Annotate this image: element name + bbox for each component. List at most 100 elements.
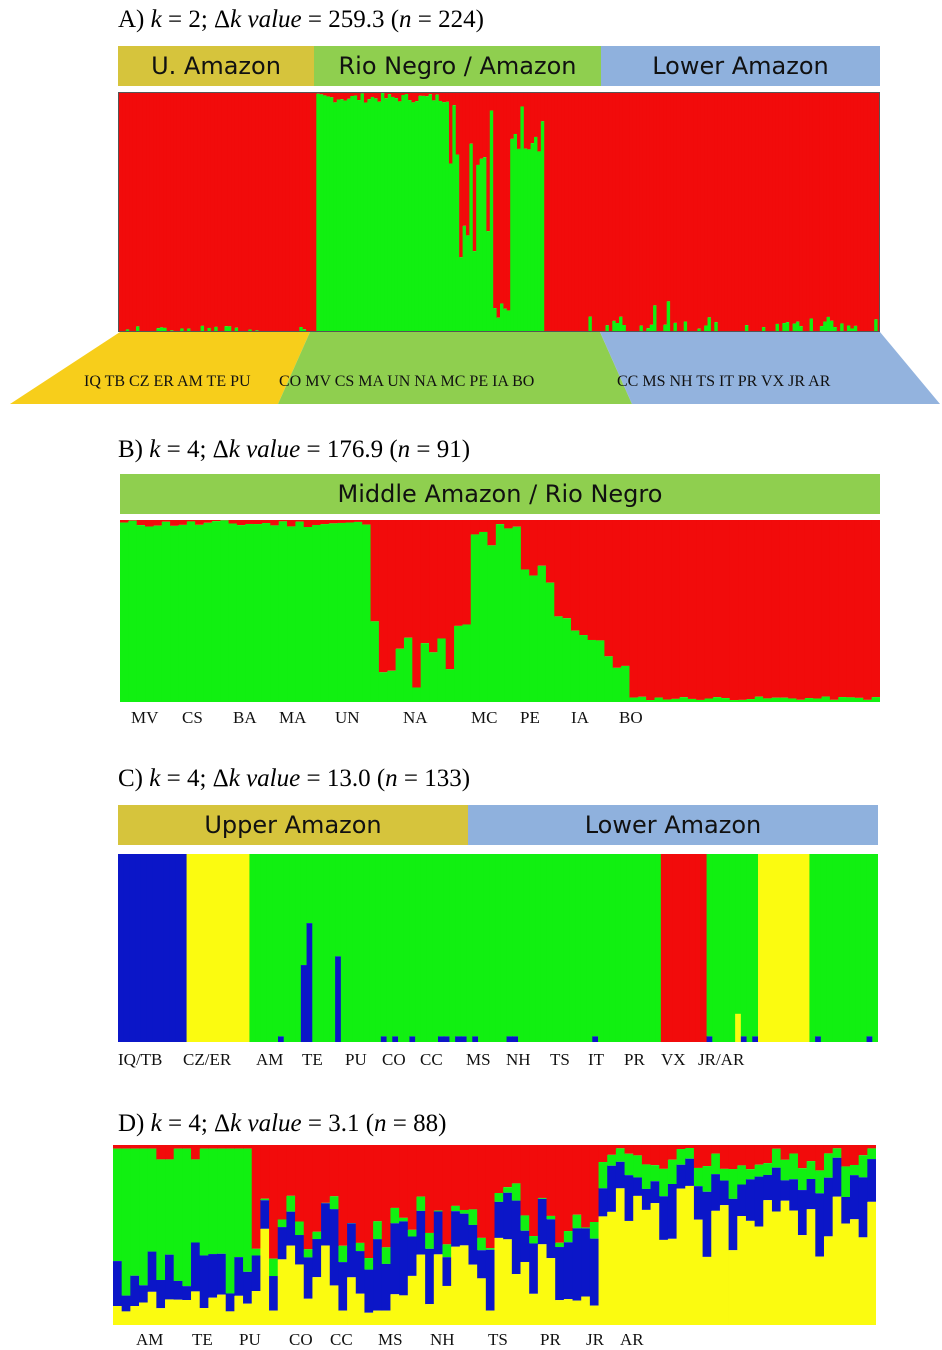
bar-b-green <box>329 523 338 702</box>
bar-d-blue <box>833 1158 842 1197</box>
bar-d-green <box>859 1155 868 1177</box>
bar-b-red <box>295 520 304 522</box>
bar-b-red <box>646 520 655 700</box>
bar-d-blue <box>616 1162 625 1189</box>
bar-c-green <box>369 854 375 1042</box>
bar-d-red <box>668 1145 677 1160</box>
bar-d-green <box>677 1149 686 1165</box>
population-label: BO <box>619 708 643 728</box>
bar-b-red <box>145 520 154 527</box>
bar-d-blue <box>321 1203 330 1245</box>
bar-c-green <box>341 854 347 1042</box>
bar-d-red <box>460 1145 469 1210</box>
bar-b-green <box>638 697 647 702</box>
bar-d-red <box>599 1145 608 1162</box>
bar-c-blue <box>307 923 313 1042</box>
bar-b-red <box>721 520 730 698</box>
bar-d-yellow <box>694 1220 703 1325</box>
bar-d-green <box>390 1208 399 1223</box>
population-label: TE <box>192 1330 213 1350</box>
bar-d-red <box>503 1145 512 1187</box>
bar-c-blue <box>592 1036 598 1042</box>
bar-d-green <box>408 1230 417 1237</box>
bar-d-yellow <box>668 1239 677 1325</box>
bar-b-red <box>613 520 622 668</box>
bar-b-green <box>538 566 547 702</box>
bar-c-yellow <box>758 854 764 1042</box>
bar-d-green <box>252 1249 261 1256</box>
bar-d-yellow <box>390 1294 399 1325</box>
bar-d-blue <box>789 1179 798 1210</box>
bar-d-blue <box>243 1272 252 1304</box>
bar-c-yellow <box>781 854 787 1042</box>
bar-b-green <box>337 523 346 702</box>
bar-d-blue <box>633 1177 642 1195</box>
bar-d-yellow <box>512 1274 521 1325</box>
population-label: MA <box>279 708 306 728</box>
bar-c-green <box>844 854 850 1042</box>
bar-b-green <box>421 643 430 702</box>
bar-c-green <box>587 854 593 1042</box>
bar-d-green <box>824 1153 833 1177</box>
bar-b-red <box>730 520 739 700</box>
bar-b-red <box>312 520 321 525</box>
bar-b-green <box>663 700 672 702</box>
bar-d-yellow <box>772 1212 781 1325</box>
bar-d-green <box>182 1149 191 1287</box>
bar-d-yellow <box>182 1300 191 1325</box>
bar-d-red <box>382 1145 391 1247</box>
bar-d-yellow <box>364 1313 373 1325</box>
bar-b-red <box>270 520 279 525</box>
bar-d-red <box>651 1145 660 1165</box>
population-label: PU <box>345 1050 367 1070</box>
bar-b-red <box>805 520 814 698</box>
bar-b-green <box>830 700 839 702</box>
bar-d-yellow <box>590 1306 599 1325</box>
bar-b-green <box>362 525 371 702</box>
bar-d-yellow <box>286 1246 295 1325</box>
bar-d-green <box>451 1206 460 1211</box>
bar-c-green <box>729 854 735 1042</box>
poplabels-a-lower: CC MS NH TS IT PR VX JR AR <box>617 373 830 391</box>
bar-d-yellow <box>148 1292 157 1325</box>
bar-c-yellow <box>215 854 221 1042</box>
bar-d-green <box>174 1149 183 1281</box>
bar-d-blue <box>130 1276 139 1306</box>
bar-b-green <box>379 672 388 702</box>
bar-c-green <box>615 854 621 1042</box>
bar-b-red <box>629 520 638 698</box>
bar-c-green <box>249 854 255 1042</box>
bar-b-green <box>513 527 522 702</box>
bar-d-red <box>338 1145 347 1246</box>
bar-b-green <box>847 697 856 702</box>
bar-b-red <box>780 520 789 698</box>
bar-d-red <box>200 1145 209 1149</box>
bar-b-green <box>705 699 714 702</box>
bar-d-blue <box>304 1257 313 1298</box>
bar-c-yellow <box>209 854 215 1042</box>
bar-c-green <box>552 854 558 1042</box>
bar-b-green <box>220 520 229 702</box>
bar-b-green <box>137 525 146 702</box>
bar-c-red <box>678 854 684 1042</box>
population-label: NH <box>430 1330 455 1350</box>
bar-b-red <box>496 520 505 524</box>
bar-d-red <box>867 1145 876 1148</box>
bar-d-red <box>312 1145 321 1232</box>
bar-d-green <box>338 1246 347 1262</box>
bar-d-blue <box>607 1166 616 1212</box>
bar-d-blue <box>659 1196 668 1240</box>
bar-d-green <box>425 1233 434 1249</box>
bar-c-blue <box>438 1036 444 1042</box>
bar-c-red <box>667 854 673 1042</box>
bar-c-green <box>872 854 878 1042</box>
bar-d-green <box>364 1258 373 1270</box>
bar-c-yellow <box>792 854 798 1042</box>
bar-b-red <box>872 520 880 697</box>
bar-b-green <box>655 698 664 702</box>
bar-d-red <box>399 1145 408 1218</box>
bar-d-red <box>408 1145 417 1230</box>
bar-c-green <box>832 854 838 1042</box>
bar-b-red <box>471 520 480 534</box>
bar-c-yellow <box>238 854 244 1042</box>
